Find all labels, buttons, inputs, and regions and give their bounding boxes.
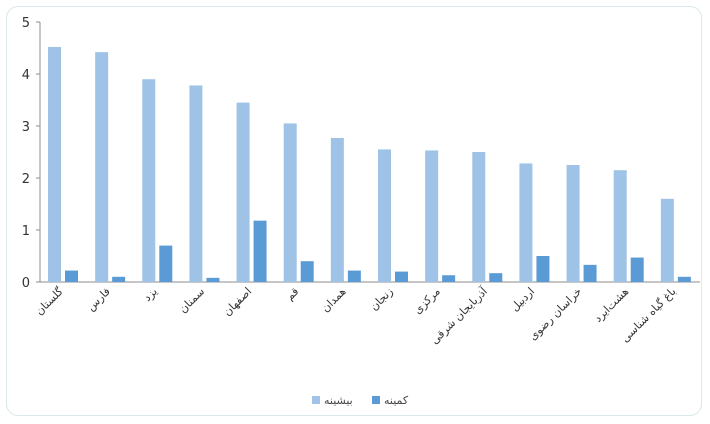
bar-max <box>48 46 61 283</box>
legend-label-min: کمینه <box>384 394 409 407</box>
bar-max <box>95 52 109 282</box>
x-tick-label: هشت‌ایرد <box>591 285 631 325</box>
bar-min <box>630 257 644 282</box>
y-tick-label: 1 <box>22 224 30 239</box>
x-tick-labels: گلستان فارس یزد سمنان اصفهان قم همدان زنجان مرکز… <box>33 284 679 347</box>
x-tick-label: قم <box>283 285 301 303</box>
legend: بیشینه کمینه <box>312 394 409 407</box>
bar-min <box>65 270 78 282</box>
bar-max <box>566 165 580 282</box>
x-tick-label: اصفهان <box>221 285 255 319</box>
bar-max <box>472 152 486 282</box>
bar-min <box>677 276 691 282</box>
x-tick-label: همدان <box>319 285 349 315</box>
axes <box>39 22 700 283</box>
bar-min <box>206 277 220 282</box>
bar-max <box>425 150 439 282</box>
x-tick-label: مرکزی <box>411 285 443 317</box>
x-tick-label: یزد <box>141 285 160 304</box>
bar-min <box>489 273 503 282</box>
bar-max <box>330 137 344 282</box>
bar-min <box>300 261 314 282</box>
y-tick-label: 3 <box>22 120 30 135</box>
bar-max <box>378 149 391 282</box>
chart-frame <box>6 6 702 416</box>
legend-swatch-max <box>312 396 320 404</box>
x-tick-label: سمنان <box>176 285 207 316</box>
bar-min <box>536 256 550 282</box>
bar-max <box>189 85 203 282</box>
legend-swatch-min <box>372 396 380 404</box>
bar-min <box>159 245 173 282</box>
bar-max <box>519 163 533 282</box>
y-tick-label: 5 <box>22 16 30 31</box>
bar-max <box>236 102 250 282</box>
x-tick-label: اردبیل <box>508 285 537 314</box>
x-tick-label: فارس <box>84 285 113 314</box>
y-tick-label: 0 <box>22 276 30 291</box>
bar-min <box>112 276 126 282</box>
bar-max <box>283 123 297 283</box>
y-tick-label: 2 <box>22 172 30 187</box>
bar-min <box>347 270 361 282</box>
bars <box>48 46 691 283</box>
bar-min <box>395 271 408 282</box>
bar-max <box>613 170 627 282</box>
bar-min <box>583 264 597 282</box>
legend-label-max: بیشینه <box>324 394 353 407</box>
y-tick-labels: 0 1 2 3 4 5 <box>22 16 40 291</box>
bar-min <box>442 275 456 282</box>
bar-max <box>142 79 156 282</box>
bar-min <box>253 220 267 282</box>
y-tick-label: 4 <box>22 68 30 83</box>
bar-max <box>660 198 674 282</box>
x-tick-label: گلستان <box>33 284 66 317</box>
x-tick-label: زنجان <box>367 285 395 313</box>
